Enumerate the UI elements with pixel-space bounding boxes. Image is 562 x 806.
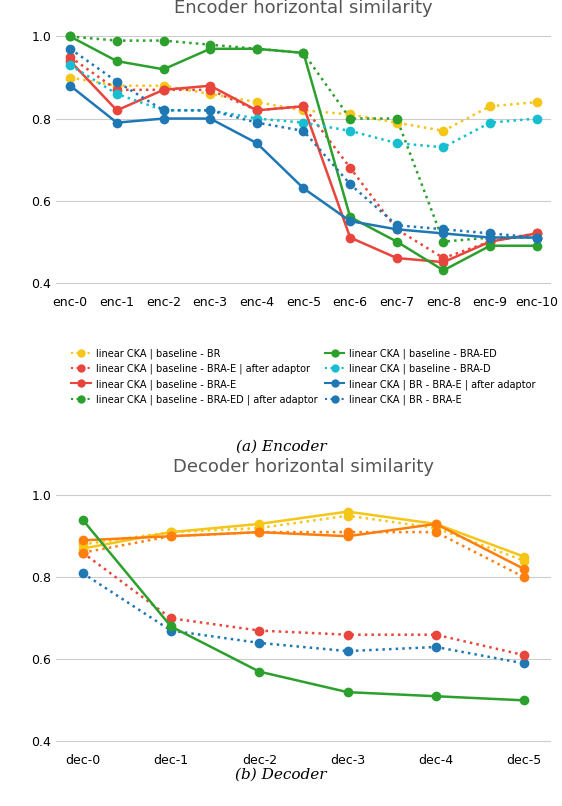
- Title: Encoder horizontal similarity: Encoder horizontal similarity: [174, 0, 433, 17]
- Text: (b) Decoder: (b) Decoder: [235, 768, 327, 782]
- Text: (a) Encoder: (a) Encoder: [235, 439, 327, 453]
- Title: Decoder horizontal similarity: Decoder horizontal similarity: [173, 458, 434, 476]
- Legend: linear CKA | baseline - BR, linear CKA | baseline - BRA-E | after adaptor, linea: linear CKA | baseline - BR, linear CKA |…: [66, 343, 541, 410]
